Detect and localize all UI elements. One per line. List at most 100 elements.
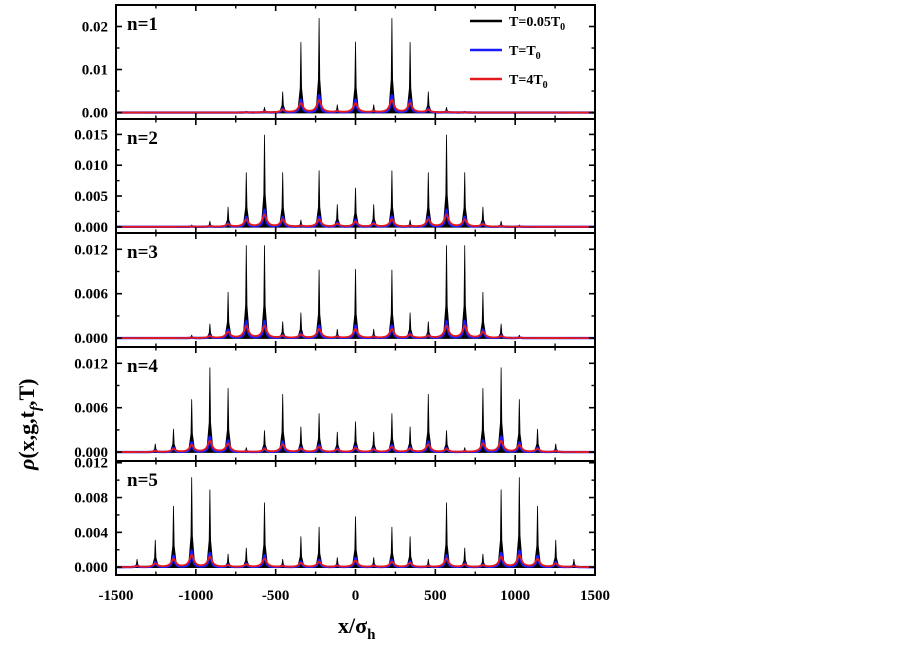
x-tick-label: -1000 (178, 588, 213, 604)
series-black-peak (479, 388, 487, 453)
series-black-peak (388, 526, 396, 568)
series-black-group (116, 134, 595, 228)
series-red-line (116, 324, 595, 339)
series-black-peak (479, 291, 487, 339)
panel-3: 0.000 0.006 0.012 n=3 (74, 232, 596, 348)
series-black-peak (297, 426, 305, 453)
series-red-line (116, 554, 595, 568)
series-black-peak (442, 245, 451, 339)
series-black-peak (297, 536, 305, 568)
series-black-peak (242, 172, 250, 228)
series-black-peak (315, 170, 323, 228)
y-tick-label: 0.008 (74, 491, 108, 507)
panel-label-n5: n=5 (127, 470, 158, 491)
y-tick-label: 0.010 (74, 158, 108, 174)
y-tick-label: 0.000 (74, 220, 108, 236)
series-black-peak (351, 268, 360, 339)
y-tick-label: 0.012 (74, 242, 108, 258)
series-red-line (116, 99, 595, 114)
series-black-peak (388, 269, 396, 339)
series-black-peak (315, 413, 323, 453)
y-tick-label: 0.004 (74, 525, 108, 541)
y-tick-label: 0.015 (74, 127, 108, 143)
x-tick-label: -500 (262, 588, 290, 604)
series-black-peak (351, 41, 360, 113)
series-black-peak (224, 291, 232, 339)
legend-label-t005: T=0.05T0 (509, 15, 565, 33)
series-black-peak (515, 477, 523, 568)
series-black-peak (461, 245, 469, 339)
series-black-peak (388, 413, 396, 453)
x-tick-label: 1500 (580, 588, 610, 604)
legend: T=0.05T0 T=T0 T=4T0 (470, 15, 565, 91)
panel-5: 0.000 0.004 0.008 0.012 n=5 (74, 456, 596, 576)
y-tick-label: 0.012 (74, 356, 108, 372)
panel-label-n4: n=4 (127, 356, 158, 377)
series-black-peak (169, 505, 178, 568)
series-black-peak (406, 42, 414, 113)
x-tick-label: 500 (424, 588, 447, 604)
series-black-peak (260, 134, 269, 228)
series-black-peak (515, 399, 523, 453)
series-black-peak (351, 421, 360, 453)
series-black-peak (188, 477, 196, 568)
x-axis-title: x/σh (338, 613, 376, 643)
y-tick-label: 0.000 (74, 331, 108, 347)
series-black-peak (260, 245, 269, 339)
series-black-peak (224, 388, 232, 453)
legend-label-t4: T=4T0 (509, 73, 548, 91)
series-black-peak (315, 17, 323, 113)
y-axis-title: ρ(x,g,tf,T) (14, 379, 44, 472)
panel-label-n2: n=2 (127, 128, 158, 149)
series-red-line (116, 213, 595, 228)
series-black-peak (297, 42, 305, 113)
y-tick-label: 0.000 (74, 445, 108, 461)
series-black-peak (406, 426, 414, 453)
series-black-peak (315, 526, 323, 568)
series-black-peak (206, 367, 214, 453)
series-black-peak (461, 172, 469, 228)
panel-4: 0.000 0.006 0.012 n=4 (74, 346, 596, 462)
series-black-peak (206, 489, 214, 568)
y-tick-label: 0.006 (74, 287, 108, 303)
series-blue-line (116, 434, 595, 454)
series-black-peak (406, 536, 414, 568)
series-black-group (116, 367, 595, 453)
series-red-line (116, 439, 595, 453)
series-black-peak (388, 17, 396, 113)
series-black-peak (424, 393, 432, 453)
series-black-peak (424, 172, 432, 228)
x-tick-label: 1000 (500, 588, 530, 604)
y-tick-label: 0.012 (74, 456, 108, 472)
series-black-peak (442, 502, 451, 568)
series-black-peak (497, 367, 505, 453)
legend-label-t1: T=T0 (509, 44, 541, 62)
panel-label-n3: n=3 (127, 242, 158, 263)
series-black-peak (188, 399, 196, 453)
series-black-peak (533, 505, 542, 568)
panel-2: 0.000 0.005 0.010 0.015 n=2 (74, 118, 596, 236)
y-tick-label: 0.01 (82, 63, 108, 79)
y-tick-label: 0.000 (74, 560, 108, 576)
series-black-peak (351, 516, 360, 568)
series-black-peak (406, 312, 414, 339)
series-black-peak (279, 172, 287, 228)
series-black-group (116, 477, 595, 568)
series-black-peak (297, 312, 305, 339)
series-black-peak (351, 187, 360, 228)
series-blue-line (116, 548, 595, 569)
panel-label-n1: n=1 (127, 14, 158, 35)
series-black-peak (242, 245, 250, 339)
series-black-peak (442, 134, 451, 228)
x-tick-label: -1500 (99, 588, 134, 604)
series-black-peak (388, 170, 396, 228)
y-tick-label: 0.02 (82, 20, 108, 36)
x-tick-label: 0 (352, 588, 360, 604)
series-black-peak (151, 539, 159, 568)
y-tick-label: 0.006 (74, 401, 108, 417)
series-black-peak (497, 489, 505, 568)
y-tick-label: 0.00 (82, 106, 108, 122)
y-tick-label: 0.005 (74, 189, 108, 205)
